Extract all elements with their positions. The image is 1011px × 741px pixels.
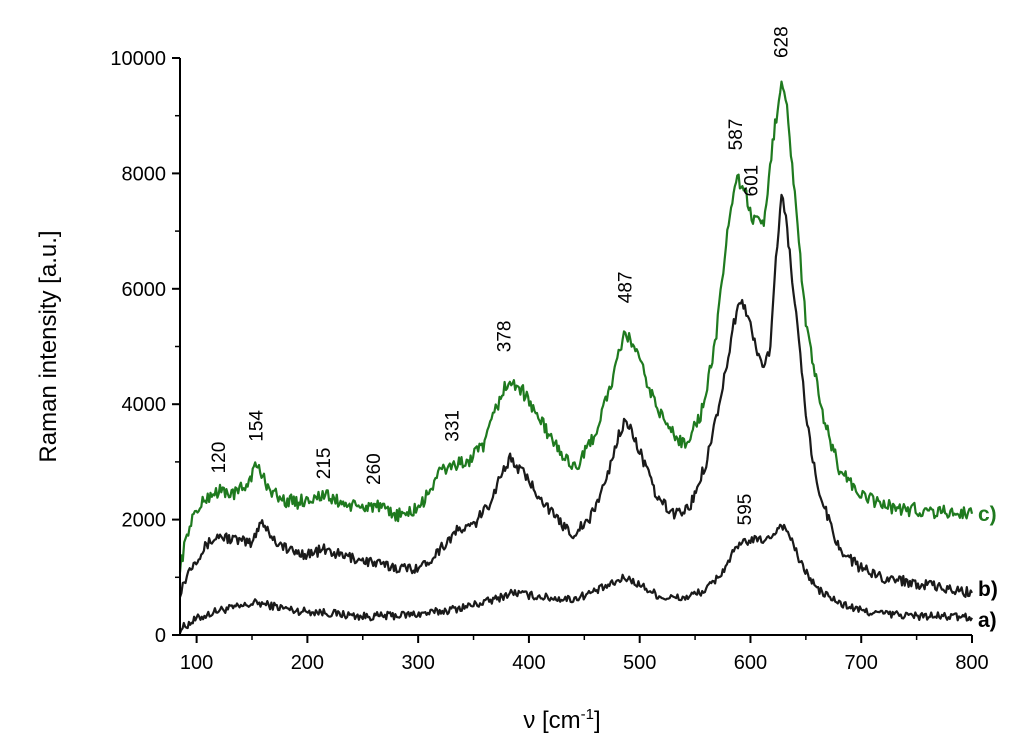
- y-tick-label: 8000: [122, 163, 167, 185]
- x-axis-title-exponent: -1: [581, 706, 594, 723]
- x-tick-label: 600: [734, 652, 767, 674]
- x-ticks: 100 200 300 400 500 600 700 800: [180, 635, 989, 674]
- peak-label: 154: [246, 410, 267, 442]
- series-line-c: [178, 80, 974, 573]
- peak-label: 487: [615, 272, 636, 304]
- x-tick-label: 400: [512, 652, 545, 674]
- peak-label: 120: [209, 442, 230, 474]
- x-tick-label: 300: [401, 652, 434, 674]
- series-line-b: [178, 193, 973, 598]
- y-tick-label: 6000: [122, 279, 167, 301]
- axes: 100 200 300 400 500 600 700 800 0 2000 4000 6000 80…: [110, 48, 988, 674]
- x-axis-title: ν [cm-1]: [523, 706, 600, 734]
- y-tick-label: 10000: [110, 48, 166, 70]
- x-tick-label: 800: [955, 652, 988, 674]
- x-tick-label: 100: [180, 652, 213, 674]
- peak-label: 215: [314, 448, 335, 480]
- annotations: 120 154 215 260 331 378 487 587 601 628 595 a) b) c): [209, 26, 998, 632]
- peak-label: 587: [726, 119, 747, 151]
- curve-label: a): [978, 609, 997, 632]
- curve-label: c): [978, 503, 997, 526]
- y-ticks: 0 2000 4000 6000 8000 10000: [110, 48, 180, 647]
- y-tick-label: 0: [155, 625, 166, 647]
- peak-label: 601: [742, 165, 763, 197]
- series-line-a: [178, 523, 973, 634]
- peak-label: 595: [735, 494, 756, 526]
- peak-label: 628: [771, 26, 792, 58]
- x-axis-title-close: ]: [594, 707, 601, 734]
- peak-label: 378: [495, 321, 516, 353]
- peak-label: 331: [442, 410, 463, 442]
- x-tick-label: 200: [291, 652, 324, 674]
- x-tick-label: 500: [623, 652, 656, 674]
- x-axis-title-main: ν [cm: [523, 707, 580, 734]
- x-tick-label: 700: [845, 652, 878, 674]
- plot-lines: [178, 80, 974, 634]
- y-tick-label: 2000: [122, 510, 167, 532]
- peak-label: 260: [364, 453, 385, 485]
- y-tick-label: 4000: [122, 394, 167, 416]
- y-axis-title: Raman intensity [a.u.]: [35, 230, 62, 462]
- curve-label: b): [978, 578, 998, 601]
